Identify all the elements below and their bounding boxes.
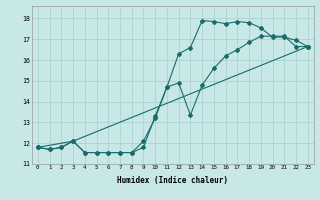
- X-axis label: Humidex (Indice chaleur): Humidex (Indice chaleur): [117, 176, 228, 185]
